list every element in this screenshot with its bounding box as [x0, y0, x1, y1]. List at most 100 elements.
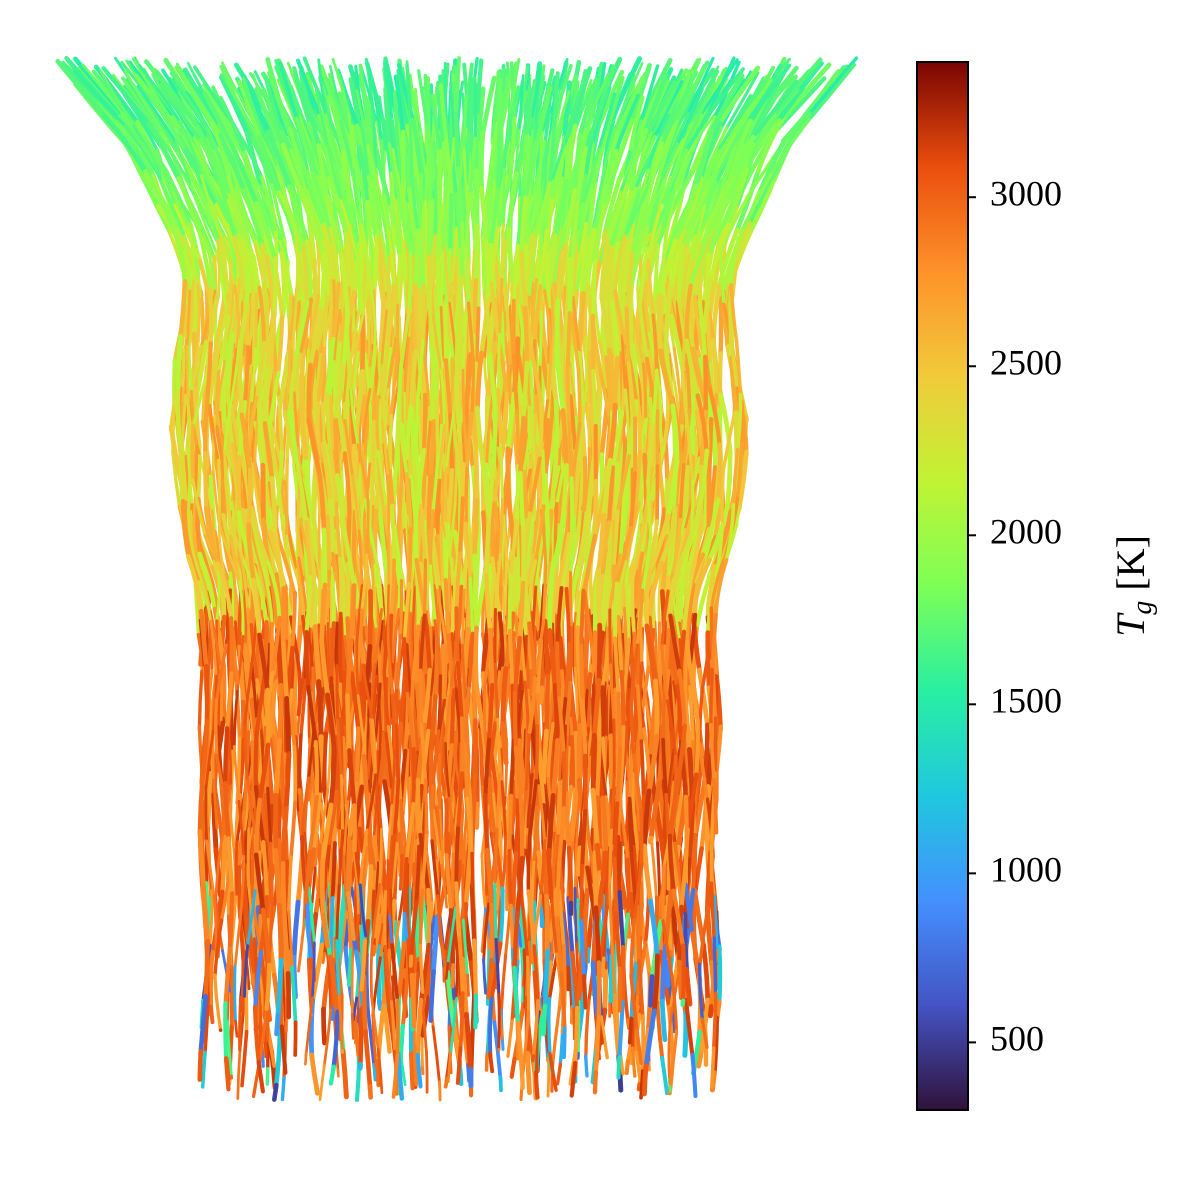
- streamline: [647, 1060, 651, 1072]
- streamline: [672, 346, 683, 408]
- streamline: [440, 643, 446, 706]
- streamline: [341, 669, 347, 733]
- streamline: [296, 559, 305, 622]
- streamline: [439, 250, 445, 312]
- streamline: [208, 888, 214, 950]
- streamline: [265, 1066, 270, 1086]
- streamline: [490, 82, 500, 144]
- streamline: [661, 390, 670, 453]
- streamline: [584, 1054, 589, 1078]
- streamline: [250, 842, 256, 905]
- streamline: [541, 1003, 548, 1037]
- streamline: [718, 296, 724, 359]
- streamline: [721, 412, 736, 474]
- streamline: [280, 1076, 286, 1102]
- streamline: [275, 450, 285, 513]
- streamline: [529, 278, 538, 339]
- streamline: [621, 411, 632, 472]
- streamline: [625, 1018, 631, 1031]
- streamline: [474, 801, 480, 830]
- streamline: [259, 175, 279, 238]
- streamline: [538, 685, 545, 705]
- streamline: [345, 910, 349, 920]
- streamline: [547, 573, 555, 636]
- streamline: [342, 800, 350, 861]
- streamline: [309, 1052, 320, 1096]
- streamline: [171, 449, 182, 512]
- streamline: [411, 1027, 419, 1087]
- streamline: [582, 455, 589, 519]
- streamline: [237, 644, 246, 707]
- streamline: [636, 1082, 642, 1092]
- streamline: [569, 716, 575, 736]
- streamline: [296, 670, 302, 717]
- streamline: [186, 224, 196, 286]
- streamline: [340, 1048, 349, 1100]
- streamline: [298, 678, 308, 740]
- streamline: [193, 194, 219, 256]
- streamline: [550, 1005, 562, 1067]
- streamline: [208, 1004, 215, 1025]
- streamline: [237, 799, 246, 861]
- streamline: [81, 63, 132, 124]
- streamline: [574, 556, 585, 618]
- streamline: [546, 721, 555, 784]
- streamline: [525, 773, 534, 834]
- streamline: [292, 745, 298, 808]
- streamline: [321, 1006, 327, 1046]
- streamline: [272, 1082, 279, 1102]
- streamline: [687, 115, 718, 178]
- streamline: [283, 479, 289, 541]
- streamline: [574, 666, 580, 728]
- streamline: [288, 800, 298, 863]
- streamline: [531, 498, 541, 559]
- streamline: [485, 407, 493, 469]
- streamline: [582, 72, 611, 134]
- streamline: [582, 613, 590, 676]
- streamline: [273, 1027, 283, 1091]
- streamline: [542, 948, 550, 1012]
- streamline: [297, 921, 306, 973]
- streamline: [408, 1051, 415, 1091]
- streamline: [298, 349, 306, 413]
- streamline: [216, 314, 231, 377]
- streamline: [473, 625, 479, 689]
- streamline: [196, 283, 201, 344]
- streamline: [274, 470, 286, 533]
- streamline: [565, 965, 571, 992]
- streamline: [777, 62, 832, 126]
- streamline: [655, 841, 662, 903]
- streamline: [650, 840, 659, 902]
- streamline: [326, 622, 331, 683]
- streamline: [232, 689, 239, 751]
- streamline: [116, 118, 156, 180]
- streamline: [440, 525, 445, 587]
- streamline: [233, 909, 243, 971]
- streamline: [408, 73, 420, 136]
- streamline: [238, 579, 245, 641]
- streamline: [701, 942, 711, 1006]
- streamline: [550, 897, 560, 959]
- streamline: [651, 76, 683, 138]
- streamline: [707, 1004, 714, 1019]
- streamline: [441, 580, 447, 611]
- streamline: [698, 962, 705, 1024]
- streamline: [571, 732, 576, 793]
- streamline: [253, 729, 259, 793]
- streamline: [234, 840, 239, 902]
- streamline: [316, 679, 324, 743]
- streamline: [238, 149, 272, 211]
- streamline: [573, 831, 579, 893]
- streamline: [420, 1066, 425, 1076]
- streamline: [569, 1060, 578, 1098]
- streamline: [436, 258, 441, 321]
- streamline: [165, 112, 205, 174]
- streamline: [286, 855, 293, 918]
- streamline: [492, 1020, 503, 1082]
- streamline: [473, 223, 480, 286]
- streamline: [723, 71, 760, 133]
- streamline: [234, 1019, 239, 1038]
- streamline: [229, 402, 245, 465]
- streamline: [366, 1007, 377, 1070]
- streamline: [553, 226, 566, 289]
